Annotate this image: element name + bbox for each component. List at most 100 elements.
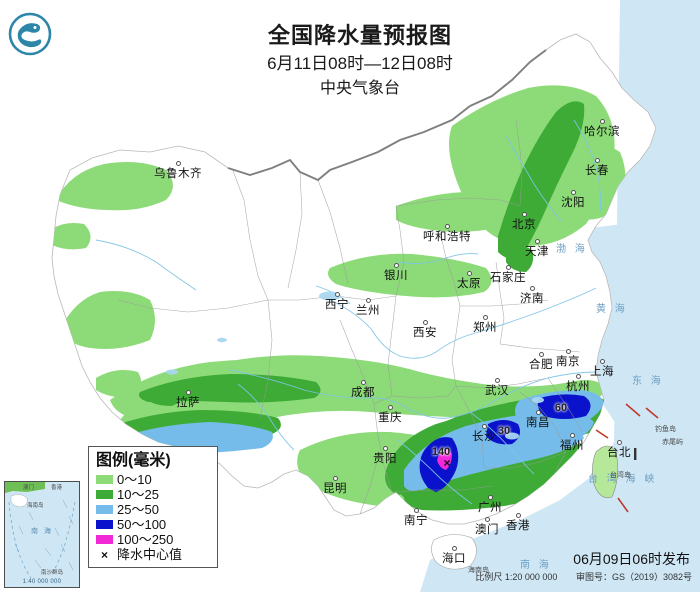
issuing-agency: 中央气象台 (319, 80, 400, 97)
forecast-period: 6月11日08时—12日08时 (267, 54, 453, 73)
sea-label: 渤 海 (556, 244, 588, 255)
city-dot-icon (536, 410, 541, 415)
precip-value-label: 30 (497, 425, 511, 437)
city-dot-icon (495, 378, 500, 383)
city-label: 郑州 (473, 315, 497, 334)
city-label: 成都 (351, 380, 375, 399)
city-dot-icon (535, 239, 540, 244)
city-label: 天津 (525, 239, 549, 258)
city-label: 西安 (413, 320, 437, 339)
city-label: 重庆 (378, 405, 402, 424)
map-scale: 比例尺 1:20 000 000 (475, 572, 558, 582)
city-dot-icon (485, 517, 490, 522)
city-dot-icon (488, 495, 493, 500)
city-dot-icon (186, 390, 191, 395)
city-dot-icon (530, 286, 535, 291)
inset-macau-label: 澳门 (23, 485, 35, 491)
legend-swatch (96, 535, 113, 544)
city-label: 南昌 (526, 410, 550, 429)
legend-item-label: 50～100 (117, 516, 167, 532)
precip-center-icon: × (100, 547, 108, 562)
city-label: 南京 (556, 349, 580, 368)
map-footer: 比例尺 1:20 000 000 审图号：GS（2019）3082号 (459, 570, 692, 583)
city-dot-icon (361, 380, 366, 385)
city-dot-icon (366, 298, 371, 303)
city-dot-icon (414, 508, 419, 513)
city-label: 呼和浩特 (423, 224, 471, 243)
city-label: 乌鲁木齐 (154, 161, 202, 180)
legend-item-label: 100～250 (117, 531, 174, 547)
legend-swatch (96, 490, 113, 499)
legend-item-label: 10～25 (117, 486, 159, 502)
city-dot-icon (445, 224, 450, 229)
sea-label: 南 海 (520, 560, 552, 571)
legend-item-label: 25～50 (117, 501, 159, 517)
city-label: 拉萨 (176, 390, 200, 409)
legend-swatch (96, 505, 113, 514)
publish-time: 06月09日06时发布 (573, 551, 690, 567)
title-block: 全国降水量预报图 6月11日08时—12日08时 中央气象台 (245, 22, 475, 100)
legend-swatch (96, 520, 113, 529)
cma-dragon-logo (8, 12, 52, 56)
legend-swatch (96, 475, 113, 484)
city-dot-icon (571, 190, 576, 195)
city-dot-icon (452, 546, 457, 551)
city-label: 北京 (512, 212, 536, 231)
inset-hainan-label: 海南岛 (27, 503, 44, 509)
city-label: 哈尔滨 (584, 119, 620, 138)
legend-center-label: 降水中心值 (117, 546, 183, 562)
city-label: 南宁 (404, 508, 428, 527)
city-dot-icon (522, 212, 527, 217)
inset-hongkong-label: 香港 (51, 485, 63, 491)
precip-value-label: 60 (554, 402, 568, 414)
city-label: 沈阳 (561, 190, 585, 209)
city-dot-icon (576, 374, 581, 379)
precip-center-marker: × (443, 456, 451, 470)
legend-item: 25～50 (96, 502, 211, 517)
city-dot-icon (617, 440, 622, 445)
map-approval-number: 审图号：GS（2019）3082号 (575, 572, 692, 582)
city-dot-icon (483, 315, 488, 320)
legend-panel: 图例(毫米) 0～10 10～25 25～50 50～100 100～250 × 降水中… (88, 446, 218, 568)
city-dot-icon (176, 161, 181, 166)
legend-item-label: 0～10 (117, 471, 152, 487)
city-dot-icon (506, 265, 511, 270)
city-label: 太原 (457, 271, 481, 290)
city-label: 长春 (585, 158, 609, 177)
city-label: 武汉 (485, 378, 509, 397)
city-dot-icon (570, 433, 575, 438)
city-dot-icon (388, 405, 393, 410)
city-dot-icon (335, 292, 340, 297)
geo-label: 海南岛 (468, 567, 489, 574)
city-label: 香港 (506, 513, 530, 532)
city-label: 济南 (520, 286, 544, 305)
city-label: 长沙 (472, 424, 496, 443)
legend-center-row: × 降水中心值 (96, 547, 211, 562)
city-dot-icon (467, 271, 472, 276)
city-label: 福州 (560, 433, 584, 452)
city-dot-icon (423, 320, 428, 325)
city-label: 台北 (607, 440, 631, 459)
city-label: 贵阳 (373, 446, 397, 465)
city-dot-icon (383, 446, 388, 451)
city-dot-icon (482, 424, 487, 429)
precip-value-label: 140 (431, 446, 451, 458)
geo-label: 钓鱼岛 (655, 426, 676, 433)
city-dot-icon (539, 352, 544, 357)
city-label: 海口 (442, 546, 466, 565)
city-label: 上海 (590, 359, 614, 378)
city-dot-icon (516, 513, 521, 518)
legend-item: 100～250 (96, 532, 211, 547)
city-dot-icon (600, 119, 605, 124)
city-label: 广州 (478, 495, 502, 514)
city-dot-icon (566, 349, 571, 354)
legend-item: 50～100 (96, 517, 211, 532)
legend-item: 0～10 (96, 472, 211, 487)
south-china-sea-inset: 南 海 海南岛 南沙群岛 澳门 香港 1:40 000 000 (4, 481, 80, 588)
city-dot-icon (600, 359, 605, 364)
sea-label: 东 海 (632, 376, 664, 387)
city-label: 银川 (384, 263, 408, 282)
city-label: 西宁 (325, 292, 349, 311)
